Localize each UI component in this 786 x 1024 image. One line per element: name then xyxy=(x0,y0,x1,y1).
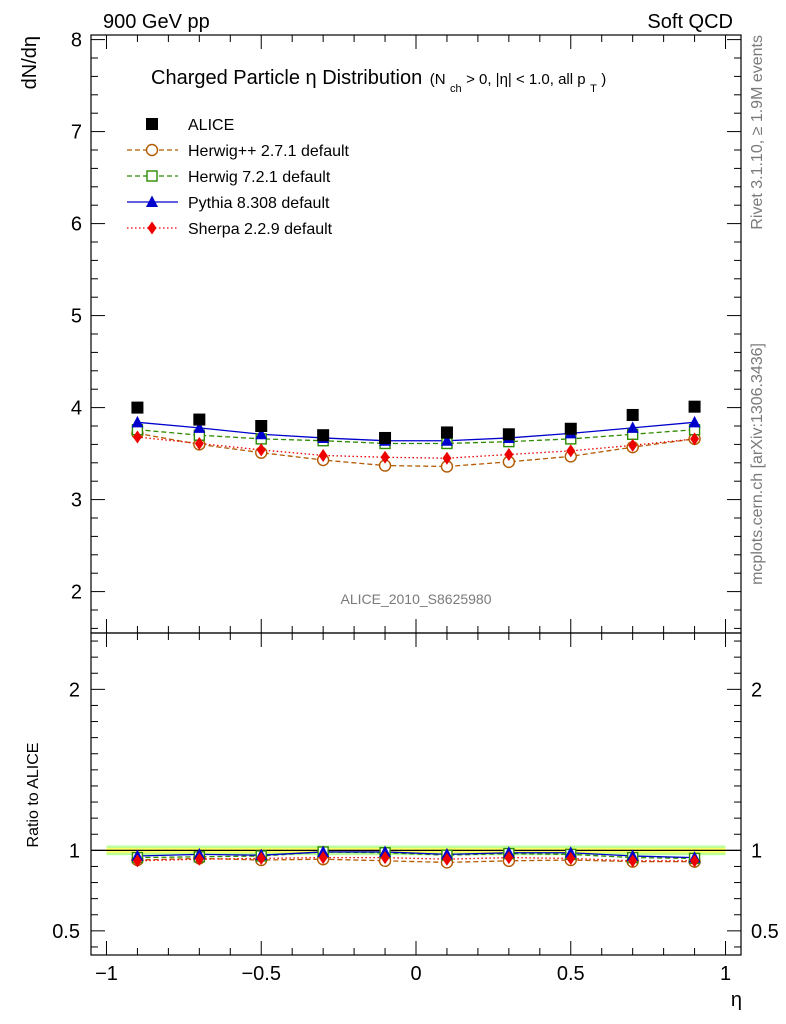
series-point xyxy=(132,430,142,444)
x-tick-label: 1 xyxy=(720,963,731,985)
ratio-tick-label-left: 2 xyxy=(69,679,80,701)
ratio-y-axis-label: Ratio to ALICE xyxy=(25,743,42,848)
chart-title: Charged Particle η Distribution (N ch > … xyxy=(151,67,606,96)
data-point xyxy=(626,408,639,421)
series-point xyxy=(566,444,576,458)
axes: −1 −0.5 0 0.5 1 2 3 4 5 6 7 8 0.5 0.5 1 1 2 2 xyxy=(52,30,779,985)
series-line-3 xyxy=(137,436,695,459)
legend-label: Sherpa 2.2.9 default xyxy=(188,221,333,238)
x-tick-label: 0 xyxy=(410,963,421,985)
data-point xyxy=(688,400,701,413)
ratio-tick-label-left: 1 xyxy=(69,840,80,862)
ratio-tick-label-left: 0.5 xyxy=(52,921,80,943)
series-point xyxy=(626,421,639,433)
data-point xyxy=(131,401,144,414)
series-line-2 xyxy=(137,421,695,442)
y-tick-label: 4 xyxy=(71,398,82,420)
x-tick-label: −0.5 xyxy=(241,963,280,985)
y-tick-label: 7 xyxy=(71,122,82,144)
series-line-0 xyxy=(137,432,695,468)
series-point xyxy=(380,450,390,464)
series-layer xyxy=(131,400,701,869)
legend-label: Herwig 7.2.1 default xyxy=(188,169,331,186)
data-point xyxy=(255,420,268,432)
header-left: 900 GeV pp xyxy=(103,11,210,33)
side-label-rivet: Rivet 3.1.10, ≥ 1.9M events xyxy=(749,35,766,230)
ratio-point xyxy=(380,851,390,865)
series-point xyxy=(194,436,204,450)
x-axis-label: η xyxy=(731,989,742,1011)
data-point xyxy=(502,428,515,441)
data-point xyxy=(379,431,392,444)
legend-label: Pythia 8.308 default xyxy=(188,195,330,212)
ratio-point xyxy=(690,854,700,868)
data-point xyxy=(564,422,577,435)
series-point xyxy=(131,415,144,428)
series-point xyxy=(688,415,701,428)
ratio-point xyxy=(194,852,204,866)
y-tick-label: 5 xyxy=(71,306,82,328)
series-point xyxy=(193,421,206,433)
ratio-point xyxy=(504,851,514,865)
chart-title-sub-middle: > 0, |η| < 1.0, all p xyxy=(466,71,586,88)
y-tick-label: 8 xyxy=(71,30,82,52)
legend-label: Herwig++ 2.7.1 default xyxy=(188,143,350,160)
series-point xyxy=(504,448,514,462)
ratio-tick-label-right: 0.5 xyxy=(751,921,779,943)
legend-marker xyxy=(146,170,158,182)
series-point xyxy=(442,451,452,465)
data-point xyxy=(317,429,330,442)
y-tick-label: 3 xyxy=(71,490,82,512)
analysis-tag: ALICE_2010_S8625980 xyxy=(340,591,491,607)
ratio-point xyxy=(442,852,452,866)
side-label-mcplots: mcplots.cern.ch [arXiv:1306.3436] xyxy=(749,343,766,585)
data-point xyxy=(193,413,206,426)
series-point xyxy=(318,448,328,462)
series-point xyxy=(690,432,700,446)
ratio-point xyxy=(628,854,638,868)
legend-marker xyxy=(146,195,158,207)
chart-title-sub-subscript: ch xyxy=(450,83,462,95)
header-right: Soft QCD xyxy=(647,11,733,33)
y-tick-label: 6 xyxy=(71,214,82,236)
ratio-point xyxy=(318,851,328,865)
series-line-1 xyxy=(137,429,695,445)
legend-marker xyxy=(146,118,158,130)
series-point xyxy=(628,438,638,452)
x-tick-label: −1 xyxy=(95,963,118,985)
y-tick-label: 2 xyxy=(71,582,82,604)
legend-marker xyxy=(145,143,159,157)
ratio-point xyxy=(132,854,142,868)
chart-title-sub-prefix: (N xyxy=(430,71,446,88)
chart-title-sub-suffix: ) xyxy=(601,71,606,88)
ratio-line-2 xyxy=(137,851,695,859)
series-point xyxy=(440,434,453,446)
ratio-line-3 xyxy=(137,856,695,862)
legend-label: ALICE xyxy=(188,117,234,134)
ratio-point xyxy=(256,851,266,865)
y-axis-label: dN/dη xyxy=(19,36,41,89)
ratio-line-1 xyxy=(137,851,695,860)
ratio-tick-label-right: 1 xyxy=(751,840,762,862)
legend: ALICE Herwig++ 2.7.1 default Herwig 7.2.1 … xyxy=(127,117,350,238)
chart-title-main: Charged Particle η Distribution xyxy=(151,67,422,89)
ratio-tick-label-right: 2 xyxy=(751,679,762,701)
ratio-point xyxy=(566,851,576,865)
series-point xyxy=(256,443,266,457)
ratio-line-0 xyxy=(137,857,695,864)
chart-title-sub-subscript2: T xyxy=(590,83,597,95)
series-point xyxy=(255,427,268,440)
legend-marker xyxy=(147,221,157,235)
x-tick-label: 0.5 xyxy=(557,963,585,985)
ratio-panel-frame xyxy=(90,632,742,956)
data-point xyxy=(440,426,453,439)
